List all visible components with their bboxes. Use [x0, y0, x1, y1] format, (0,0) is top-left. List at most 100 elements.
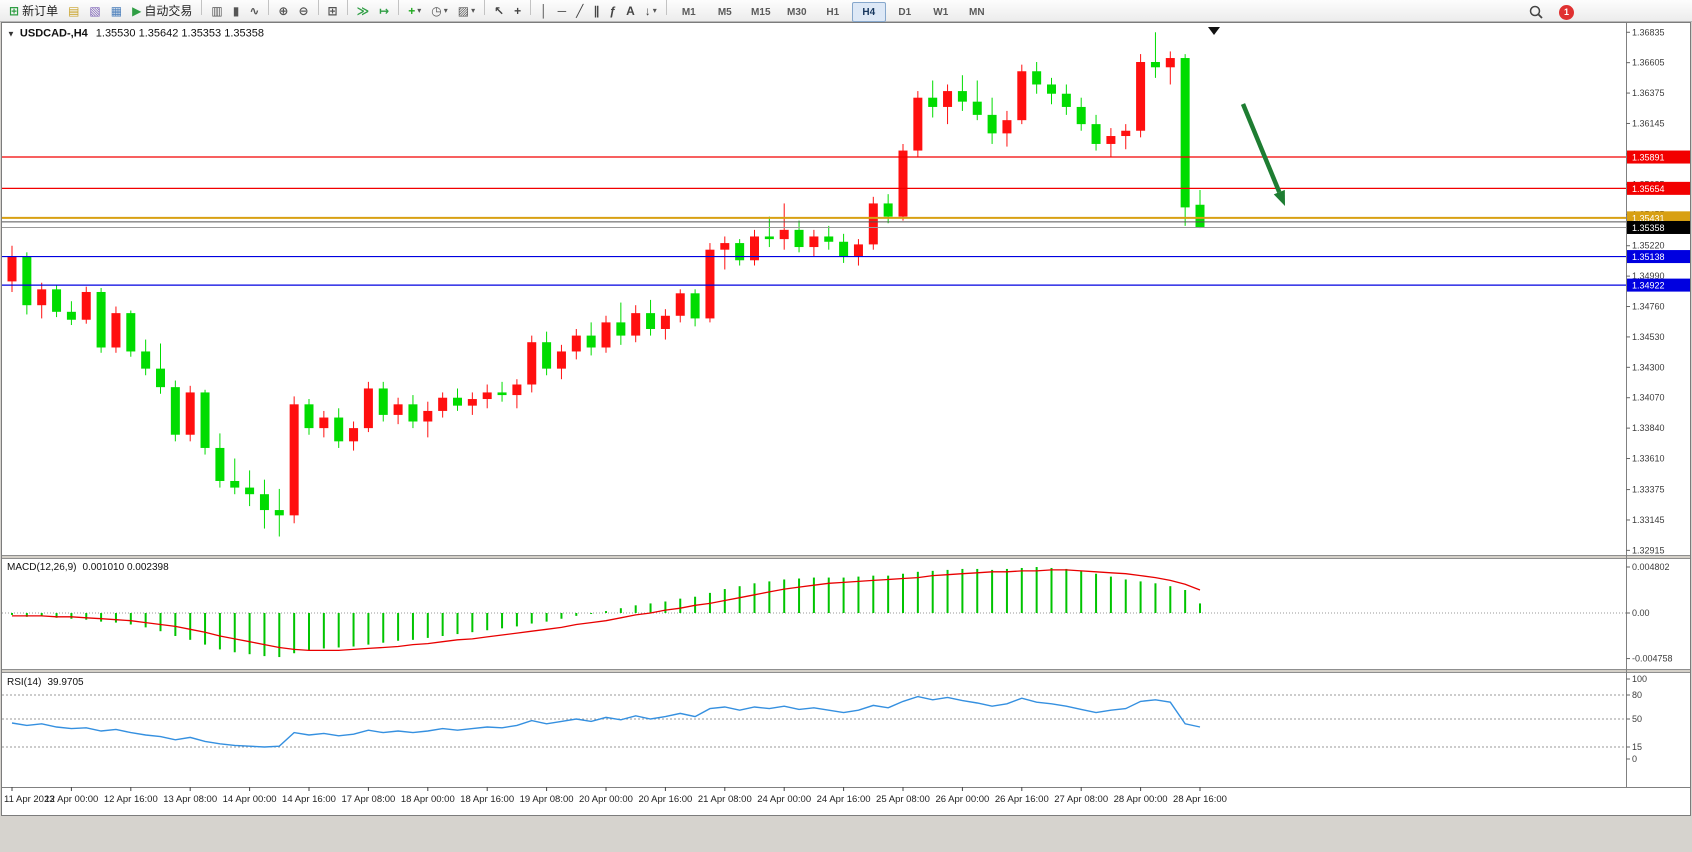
candle — [22, 256, 32, 306]
candle — [571, 335, 581, 352]
candle — [631, 313, 641, 336]
zoom-out-icon: ⊖ — [298, 3, 309, 18]
timeframe-m5-button[interactable]: M5 — [717, 6, 732, 18]
timeframe-m15-button[interactable]: M15 — [751, 6, 771, 18]
price-tick-label: 1.36835 — [1632, 27, 1665, 37]
market-watch-button[interactable]: ▤ — [64, 1, 83, 21]
candlestick-chart-icon: ▮ — [232, 3, 240, 18]
chart-shift-button[interactable]: ↦ — [375, 1, 393, 21]
candle — [1032, 71, 1042, 85]
tile-windows-icon: ⊞ — [327, 3, 338, 18]
candle — [987, 114, 997, 134]
price-tick-label: 1.34760 — [1632, 302, 1665, 312]
time-tick-label: 11 Apr 2023 — [4, 794, 55, 805]
candle — [542, 342, 552, 369]
timeframe-d1-button[interactable]: D1 — [898, 6, 912, 18]
crosshair-icon: + — [514, 3, 522, 18]
time-tick-label: 13 Apr 08:00 — [163, 794, 217, 805]
zoom-out-button[interactable]: ⊖ — [294, 1, 312, 21]
crosshair-button[interactable]: + — [510, 1, 525, 21]
timeframe-m1-button[interactable]: M1 — [681, 6, 696, 18]
price-tick-label: 1.36605 — [1632, 58, 1665, 68]
time-tick-label: 18 Apr 00:00 — [401, 794, 455, 805]
timeframe-h1-button[interactable]: H1 — [826, 6, 840, 18]
candle — [111, 313, 121, 348]
candle — [839, 241, 849, 257]
svg-text:1.35358: 1.35358 — [1632, 223, 1665, 233]
toolbar-separator — [530, 0, 532, 15]
candle — [259, 494, 269, 511]
candle — [853, 244, 863, 257]
candlestick-chart-button[interactable]: ▮ — [229, 1, 244, 21]
time-tick-label: 26 Apr 16:00 — [995, 794, 1049, 805]
candle — [141, 351, 151, 369]
candles-layer — [7, 32, 1205, 537]
timeframe-h4-button[interactable]: H4 — [851, 2, 886, 23]
time-tick-label: 12 Apr 00:00 — [44, 794, 98, 805]
chart-shift-icon: ↦ — [379, 3, 390, 18]
candle — [1061, 93, 1071, 107]
candle — [913, 97, 923, 151]
candle — [156, 368, 165, 388]
periods-button[interactable]: ◷ ▾ — [427, 1, 452, 21]
object-lines-layer — [2, 156, 1626, 286]
svg-text:1.35431: 1.35431 — [1632, 213, 1665, 223]
tile-windows-button[interactable]: ⊞ — [324, 1, 342, 21]
candle — [66, 311, 76, 320]
time-tick-label: 21 Apr 08:00 — [698, 794, 752, 805]
notification-badge[interactable]: 1 — [1559, 4, 1574, 20]
autotrading-button[interactable]: ▶ 自动交易 — [128, 1, 196, 21]
time-tick-label: 20 Apr 16:00 — [638, 794, 692, 805]
bar-chart-button[interactable]: ▥ — [207, 1, 226, 21]
time-tick-label: 12 Apr 16:00 — [104, 794, 158, 805]
candle — [230, 480, 240, 488]
candle — [334, 417, 344, 442]
terminal-button[interactable]: ▦ — [107, 1, 126, 21]
channel-button[interactable]: ∥ — [589, 1, 603, 21]
trendline-button[interactable]: ╱ — [572, 1, 587, 21]
timeframe-w1-button[interactable]: W1 — [933, 6, 949, 18]
search-button[interactable] — [1524, 2, 1548, 22]
timeframe-m30-button[interactable]: M30 — [787, 6, 807, 18]
new-order-button[interactable]: ⊞ 新订单 — [5, 1, 62, 21]
price-tag: 1.35138 — [1627, 250, 1690, 264]
trendline-icon: ╱ — [576, 3, 584, 18]
vertical-line-button[interactable]: │ — [536, 1, 552, 21]
candle — [52, 289, 62, 312]
chart-window[interactable]: 1.368351.366051.363751.361451.359151.356… — [1, 22, 1691, 816]
indicators-button[interactable]: + ▾ — [404, 1, 425, 21]
trend-arrow[interactable] — [1240, 103, 1285, 206]
text-button[interactable]: A — [622, 1, 639, 21]
auto-scroll-button[interactable]: ≫ — [353, 1, 374, 21]
zoom-in-button[interactable]: ⊕ — [274, 1, 292, 21]
navigator-button[interactable]: ▧ — [85, 1, 104, 21]
macd-label: MACD(12,26,9) 0.001010 0.002398 — [7, 562, 169, 573]
panel-splitter[interactable] — [2, 555, 1690, 559]
rsi-label: RSI(14) 39.9705 — [7, 677, 84, 688]
fibonacci-button[interactable]: ƒ — [605, 1, 620, 21]
panel-splitter[interactable] — [2, 669, 1690, 673]
candle — [245, 487, 255, 495]
candle — [898, 150, 908, 217]
line-chart-button[interactable]: ∿ — [245, 1, 263, 21]
candle — [349, 428, 359, 442]
horizontal-line-button[interactable]: ─ — [554, 1, 571, 21]
indicators-icon: + — [408, 3, 416, 18]
chart-shift-marker-icon[interactable] — [1208, 27, 1220, 35]
candle — [735, 243, 745, 261]
main-toolbar: ⊞ 新订单 ▤ ▧ ▦ ▶ 自动交易 ▥ ▮ ∿ ⊕ ⊖ ⊞ ≫ ↦ + ▾ ◷ ▾ ▨ ▾ ↖ + │ ─ ╱ ∥ ƒ A ↓ ▾ M1 M5… — [0, 0, 1692, 23]
candle — [453, 397, 462, 406]
price-tick-label: 1.34070 — [1632, 393, 1665, 403]
rsi-axis-label: 15 — [1632, 742, 1642, 752]
templates-button[interactable]: ▨ ▾ — [454, 1, 479, 21]
price-chart[interactable]: 1.368351.366051.363751.361451.359151.356… — [2, 23, 1690, 815]
market-watch-icon: ▤ — [68, 3, 80, 18]
price-tick-label: 1.33375 — [1632, 485, 1665, 495]
timeframe-mn-button[interactable]: MN — [969, 6, 985, 18]
cursor-button[interactable]: ↖ — [490, 1, 508, 21]
arrows-button[interactable]: ↓ ▾ — [641, 1, 661, 21]
price-tick-label: 1.35220 — [1632, 241, 1665, 251]
candle — [1121, 130, 1131, 137]
autotrading-label: 自动交易 — [144, 4, 193, 19]
time-tick-label: 20 Apr 00:00 — [579, 794, 633, 805]
